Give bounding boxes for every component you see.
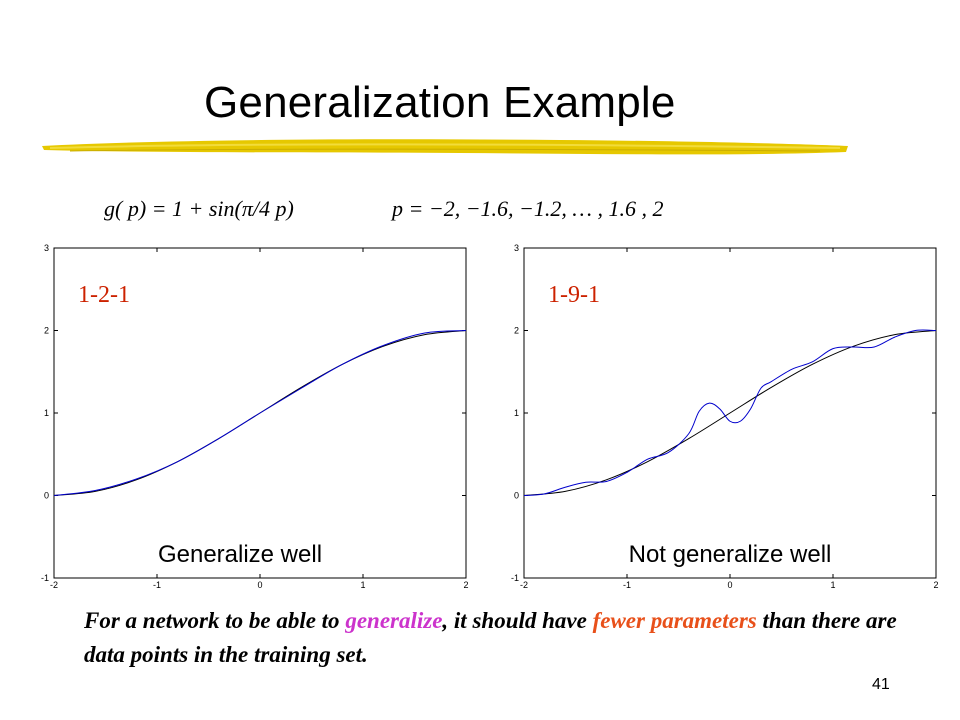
y-tick-label: 3 <box>514 243 519 253</box>
x-tick-label: -1 <box>623 580 631 590</box>
plot-caption: Generalize well <box>158 541 322 568</box>
network-response-curve <box>53 330 467 496</box>
y-tick-label: 0 <box>514 491 519 501</box>
statement-highlight-generalize: generalize <box>345 608 443 633</box>
x-tick-label: 0 <box>727 580 732 590</box>
network-architecture-label: 1-9-1 <box>548 282 600 308</box>
x-tick-label: -2 <box>50 580 58 590</box>
statement-part2: , it should have <box>442 608 593 633</box>
title-underline-brushstroke <box>42 139 848 155</box>
y-tick-label: 2 <box>44 326 49 336</box>
y-tick-label: -1 <box>41 573 49 583</box>
plot-caption: Not generalize well <box>629 541 832 568</box>
target-function-curve <box>523 330 937 496</box>
generalization-statement: For a network to be able to generalize, … <box>84 604 904 672</box>
formula-p-values: p = −2, −1.6, −1.2, … , 1.6 , 2 <box>392 196 664 221</box>
statement-highlight-fewer-parameters: fewer parameters <box>592 608 757 633</box>
y-tick-label: 2 <box>514 326 519 336</box>
y-tick-label: 1 <box>514 408 519 418</box>
statement-part1: For a network to be able to <box>84 608 346 633</box>
y-tick-label: -1 <box>511 573 519 583</box>
statement-part3: than there are data points in the traini… <box>84 608 897 667</box>
x-tick-label: 2 <box>463 580 468 590</box>
x-tick-label: -2 <box>520 580 528 590</box>
x-tick-label: 2 <box>933 580 938 590</box>
network-architecture-label: 1-2-1 <box>78 282 130 308</box>
network-response-curve <box>523 329 937 496</box>
formula-g-of-p: g( p) = 1 + sin(π/4 p) <box>104 196 294 221</box>
x-tick-label: 1 <box>830 580 835 590</box>
y-tick-label: 3 <box>44 243 49 253</box>
y-tick-label: 1 <box>44 408 49 418</box>
slide-title: Generalization Example <box>204 78 676 127</box>
x-tick-label: -1 <box>153 580 161 590</box>
page-number: 41 <box>872 676 890 693</box>
x-tick-label: 0 <box>257 580 262 590</box>
y-tick-label: 0 <box>44 491 49 501</box>
x-tick-label: 1 <box>360 580 365 590</box>
